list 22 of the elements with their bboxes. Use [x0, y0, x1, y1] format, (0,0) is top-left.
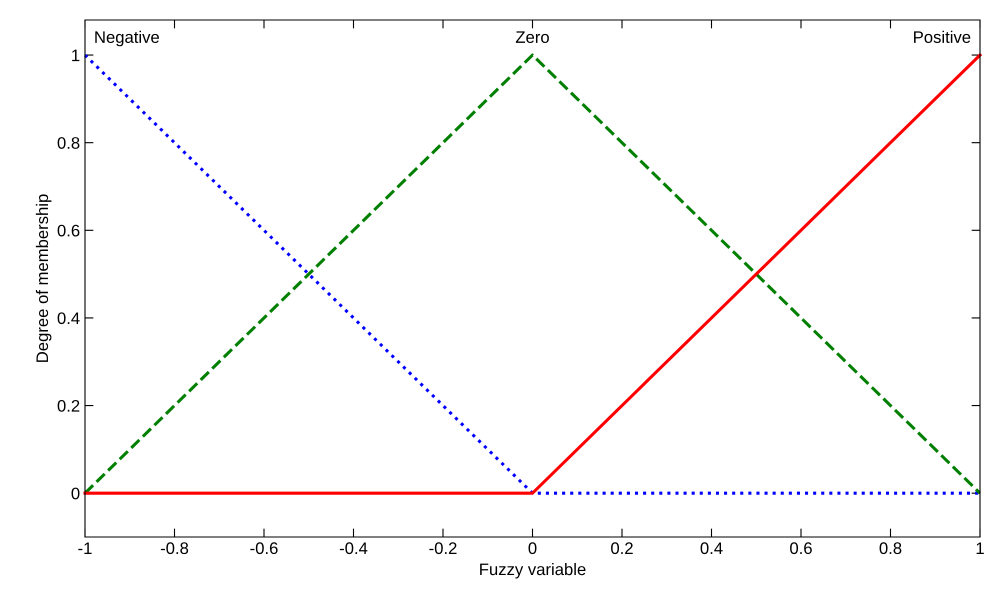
y-tick-label: 0.8 [58, 137, 80, 149]
y-tick-label: 1 [72, 50, 80, 62]
x-tick-label: -0.8 [160, 542, 188, 554]
x-tick-label: 0.6 [790, 542, 812, 554]
x-tick-label: 0 [528, 542, 536, 554]
x-tick-label: -0.4 [340, 542, 368, 554]
y-tick-label: 0 [72, 488, 80, 500]
series-label: Zero [516, 31, 549, 43]
x-tick-label: 0.2 [611, 542, 633, 554]
y-tick-label: 0.6 [58, 224, 80, 237]
x-tick-label: 1 [976, 542, 984, 554]
x-tick-label: -0.2 [429, 542, 457, 554]
series-label: Negative [95, 30, 159, 46]
x-tick-label: -0.6 [250, 542, 278, 554]
y-tick-label: 0.2 [58, 400, 80, 412]
x-tick-label: 0.8 [880, 542, 902, 554]
x-axis-title: Fuzzy variable [480, 562, 586, 578]
x-tick-label: -1 [78, 542, 92, 554]
y-tick-label: 0.4 [58, 312, 80, 324]
series-label: Positive [914, 30, 970, 43]
x-tick-label: 0.4 [700, 542, 723, 554]
y-axis-title: Degree of membership [36, 194, 52, 362]
